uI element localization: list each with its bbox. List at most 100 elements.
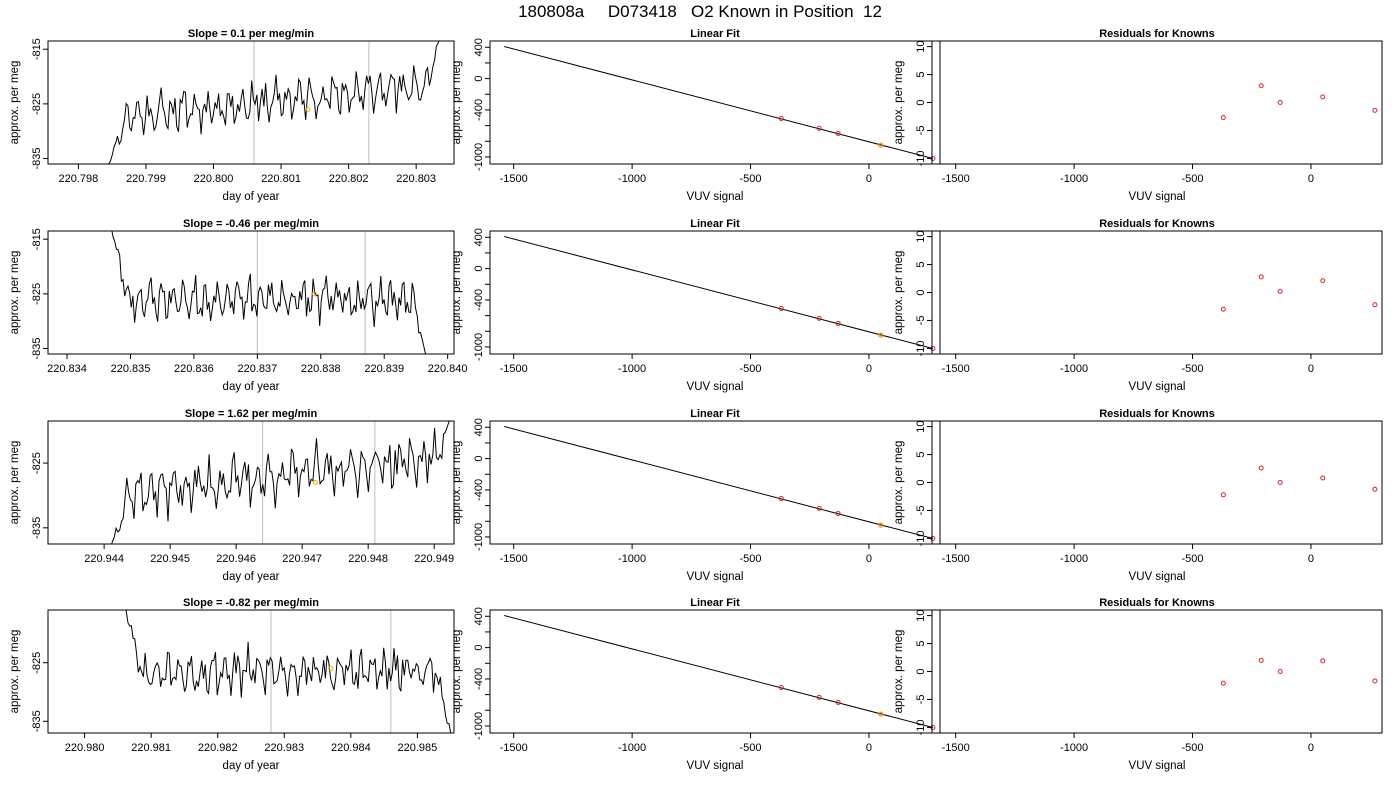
y-axis-label: approx. per meg xyxy=(451,441,463,525)
plot-frame xyxy=(489,420,941,545)
plot-area xyxy=(504,236,936,352)
known-point xyxy=(835,320,841,326)
y-tick-label: -825 xyxy=(31,452,43,474)
x-tick-label: 220.982 xyxy=(198,742,238,754)
sample-point xyxy=(878,711,884,717)
y-tick-label: 5 xyxy=(915,640,927,646)
y-tick-label: -400 xyxy=(473,99,485,121)
y-axis-label: approx. per meg xyxy=(451,251,463,335)
known-point xyxy=(835,510,841,516)
x-tick-label: -1500 xyxy=(942,363,970,375)
x-tick-label: 0 xyxy=(1308,363,1314,375)
panel-linear-fit-row-1: Linear Fit -1500 -1000 -500 0 400 0 -400 -1000 VU… xyxy=(451,28,941,203)
y-tick-label: 400 xyxy=(473,38,485,56)
x-tick-label: -1500 xyxy=(500,553,528,565)
residual-point xyxy=(1372,302,1378,308)
y-tick-label: 10 xyxy=(915,40,927,52)
sample-point xyxy=(878,142,884,148)
x-tick-label: -1500 xyxy=(942,173,970,185)
plot-frame xyxy=(931,40,1383,165)
y-tick-label: -825 xyxy=(31,283,43,305)
x-tick-label: -1500 xyxy=(500,742,528,754)
sample-marker xyxy=(311,291,317,297)
y-tick-label: -1000 xyxy=(473,143,485,171)
plot-frame xyxy=(47,230,455,355)
y-tick-label: 0 xyxy=(915,668,927,674)
residual-point xyxy=(1258,83,1264,89)
x-tick-label: -1500 xyxy=(500,173,528,185)
plot-area xyxy=(125,610,452,733)
y-tick-label: -10 xyxy=(915,530,927,546)
plot-area xyxy=(1220,274,1378,312)
x-tick-label: -1000 xyxy=(618,742,646,754)
sample-marker xyxy=(328,666,334,672)
x-tick-label: 220.981 xyxy=(131,742,171,754)
panel-title: Slope = -0.82 per meg/min xyxy=(183,597,319,609)
x-tick-label: 220.836 xyxy=(174,363,214,375)
y-tick-label: -825 xyxy=(31,652,43,674)
residual-point xyxy=(1220,492,1226,498)
fit-line xyxy=(504,426,934,539)
x-tick-label: -1000 xyxy=(1060,742,1088,754)
y-tick-label: -825 xyxy=(31,93,43,115)
panel-title: Linear Fit xyxy=(690,218,740,230)
y-tick-label: 0 xyxy=(473,76,485,82)
x-tick-label: 220.946 xyxy=(216,553,256,565)
fit-line xyxy=(504,236,934,349)
figure-title: 180808a D073418 O2 Known in Position 12 xyxy=(518,2,882,21)
x-tick-label: -1500 xyxy=(942,742,970,754)
y-tick-label: 0 xyxy=(915,479,927,485)
known-point xyxy=(816,315,822,321)
x-tick-label: -1000 xyxy=(1060,363,1088,375)
y-tick-label: -1000 xyxy=(473,712,485,740)
plot-frame xyxy=(47,40,455,165)
x-axis-label: VUV signal xyxy=(687,760,744,772)
plot-area xyxy=(1220,465,1378,498)
known-point xyxy=(778,306,784,312)
y-tick-label: -10 xyxy=(915,150,927,166)
panel-title: Linear Fit xyxy=(690,408,740,420)
x-axis-label: VUV signal xyxy=(1129,760,1186,772)
panel-residuals-row-1: Residuals for Knowns -1500 -1000 -500 0 10 5 0 -… xyxy=(893,28,1383,203)
y-tick-label: 0 xyxy=(915,289,927,295)
sample-marker xyxy=(312,480,318,485)
y-tick-label: 5 xyxy=(915,261,927,267)
data-trace xyxy=(108,41,440,164)
residual-point xyxy=(1277,480,1283,485)
plot-area xyxy=(1220,657,1378,686)
x-tick-label: 220.839 xyxy=(364,363,404,375)
x-tick-label: 220.980 xyxy=(65,742,105,754)
x-tick-label: 220.840 xyxy=(428,363,468,375)
y-axis-label: approx. per meg xyxy=(893,251,905,335)
x-tick-label: 220.945 xyxy=(150,553,190,565)
plot-frame xyxy=(47,609,455,734)
y-tick-label: 5 xyxy=(915,451,927,457)
panel-title: Residuals for Knowns xyxy=(1099,597,1215,609)
x-axis-label: day of year xyxy=(223,571,280,583)
panel-title: Slope = -0.46 per meg/min xyxy=(183,218,319,230)
y-tick-label: -5 xyxy=(915,316,927,326)
y-tick-label: -835 xyxy=(31,710,43,732)
residual-point xyxy=(1220,680,1226,686)
residual-point xyxy=(1372,678,1378,684)
y-tick-label: -5 xyxy=(915,126,927,136)
x-tick-label: 0 xyxy=(866,363,872,375)
residual-point xyxy=(1258,274,1264,280)
y-tick-label: -5 xyxy=(915,506,927,516)
x-tick-label: 0 xyxy=(1308,742,1314,754)
residual-point xyxy=(1320,94,1326,100)
sample-point xyxy=(878,522,884,528)
plot-frame xyxy=(931,230,1383,355)
x-tick-label: 220.984 xyxy=(331,742,371,754)
y-tick-label: 0 xyxy=(473,456,485,462)
x-tick-label: -1000 xyxy=(618,553,646,565)
x-tick-label: 220.838 xyxy=(301,363,341,375)
known-point xyxy=(778,496,784,502)
data-trace xyxy=(111,421,450,544)
y-tick-label: 5 xyxy=(915,71,927,77)
x-tick-label: 220.802 xyxy=(329,173,369,185)
known-point xyxy=(778,116,784,122)
x-tick-label: 220.798 xyxy=(59,173,99,185)
x-tick-label: -500 xyxy=(740,363,762,375)
